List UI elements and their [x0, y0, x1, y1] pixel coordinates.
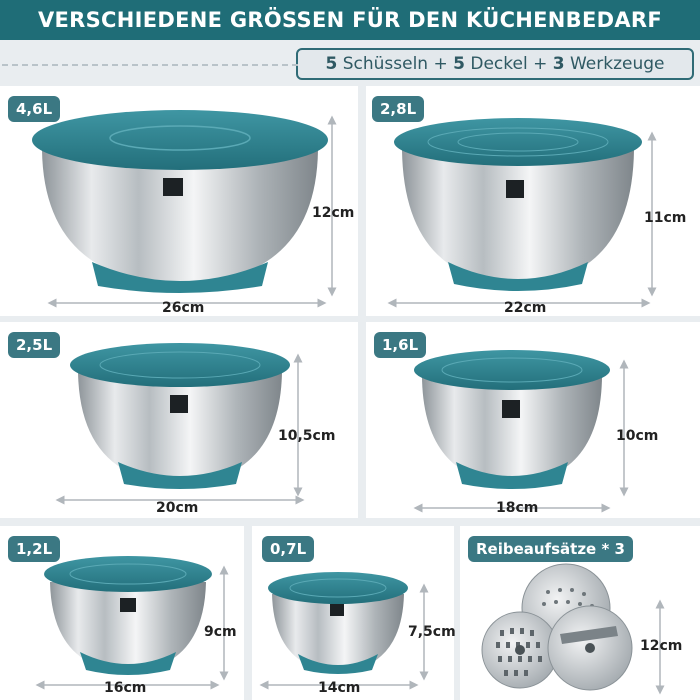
- tool-count: 3: [552, 54, 565, 74]
- bowl-4-illustration: [413, 350, 629, 513]
- bowl-6-width: 14cm: [318, 680, 361, 696]
- capacity-badge-3: 2,5L: [8, 332, 61, 358]
- bowl-count: 5: [325, 54, 338, 74]
- bowl-6-illustration: [259, 572, 429, 690]
- page-title: VERSCHIEDENE GRÖSSEN FÜR DEN KÜCHENBEDAR…: [37, 8, 663, 32]
- grater-badge: Reibeaufsätze * 3: [468, 536, 633, 562]
- bowl-6-height: 7,5cm: [408, 624, 456, 640]
- grater-discs-illustration: [481, 563, 665, 695]
- bowl-4-height: 10cm: [616, 428, 659, 444]
- capacity-badge-2: 2,8L: [372, 96, 425, 122]
- bowl-1-illustration: [32, 110, 337, 308]
- lid-label: Deckel +: [464, 54, 553, 74]
- bowl-1-width: 26cm: [162, 300, 205, 316]
- capacity-badge-1: 4,6L: [8, 96, 61, 122]
- capacity-badge-5: 1,2L: [8, 536, 61, 562]
- bowl-label: Schüsseln +: [337, 54, 454, 74]
- bowl-2-width: 22cm: [504, 300, 547, 316]
- contents-summary: 5 Schüsseln + 5 Deckel + 3 Werkzeuge: [2, 48, 694, 80]
- bowl-1-height: 12cm: [312, 205, 355, 221]
- bowl-3-illustration: [55, 343, 305, 505]
- divider-line: [2, 64, 298, 67]
- capacity-badge-6: 0,7L: [262, 536, 315, 562]
- bowl-2-illustration: [387, 118, 657, 308]
- bowl-3-width: 20cm: [156, 500, 199, 516]
- bowl-2-height: 11cm: [644, 210, 687, 226]
- grater-height: 12cm: [640, 638, 683, 654]
- lid-count: 5: [453, 54, 465, 74]
- bowl-3-height: 10,5cm: [278, 428, 336, 444]
- bowl-5-width: 16cm: [104, 680, 147, 696]
- capacity-badge-4: 1,6L: [374, 332, 427, 358]
- header-banner: VERSCHIEDENE GRÖSSEN FÜR DEN KÜCHENBEDAR…: [0, 0, 700, 40]
- contents-summary-text: 5 Schüsseln + 5 Deckel + 3 Werkzeuge: [298, 50, 692, 78]
- bowl-5-height: 9cm: [204, 624, 237, 640]
- tool-label: Werkzeuge: [564, 54, 665, 74]
- bowl-4-width: 18cm: [496, 500, 539, 516]
- bowl-5-illustration: [35, 556, 229, 690]
